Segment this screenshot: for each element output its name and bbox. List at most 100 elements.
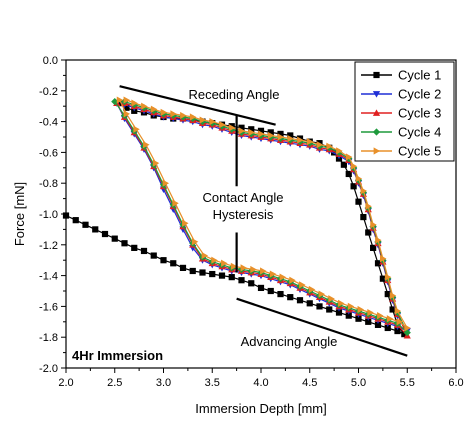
data-point (228, 124, 236, 132)
y-tick-label: 0.0 (43, 55, 58, 67)
data-point (162, 179, 170, 187)
data-point (316, 141, 324, 149)
data-point (299, 281, 306, 289)
data-point (150, 252, 157, 259)
data-point (141, 102, 148, 110)
data-point (345, 312, 352, 319)
annotation-hysteresis-line1: Contact Angle (203, 190, 284, 205)
data-point (370, 244, 377, 251)
data-point (365, 202, 372, 210)
data-point (191, 238, 199, 246)
data-point (221, 259, 228, 267)
data-point (238, 127, 246, 135)
data-point (350, 162, 358, 170)
data-point (160, 108, 168, 116)
x-tick-label: 2.0 (58, 377, 73, 389)
data-point (384, 290, 391, 298)
data-point (347, 302, 355, 310)
data-point (267, 129, 274, 136)
y-tick-label: -1.2 (39, 240, 58, 252)
data-point (396, 318, 404, 326)
data-point (180, 111, 187, 120)
data-point (336, 147, 343, 155)
x-axis-title: Immersion Depth [mm] (195, 401, 326, 416)
data-point (209, 270, 216, 278)
data-point (345, 153, 353, 161)
data-point (230, 262, 238, 270)
data-point (297, 136, 304, 144)
data-point (209, 118, 216, 126)
x-tick-label: 5.0 (351, 377, 366, 389)
data-point (131, 99, 138, 107)
data-point (211, 256, 218, 264)
legend-label: Cycle 2 (398, 87, 441, 102)
data-point (287, 132, 294, 139)
data-point (360, 187, 367, 195)
data-point (401, 331, 408, 338)
data-point (267, 131, 275, 140)
y-tick-label: -0.8 (39, 178, 58, 190)
x-tick-label: 5.5 (400, 377, 415, 389)
data-point (258, 130, 265, 138)
data-point (355, 198, 362, 205)
data-point (228, 274, 235, 281)
data-point (377, 312, 384, 320)
data-point (316, 303, 323, 310)
data-point (355, 174, 363, 183)
data-point (335, 309, 343, 316)
data-point (199, 116, 207, 124)
data-point (386, 315, 394, 323)
data-point (82, 221, 89, 228)
y-tick-label: -2.0 (39, 363, 58, 375)
data-point (218, 272, 226, 279)
data-point (296, 297, 304, 304)
data-point (201, 251, 209, 260)
data-point (384, 324, 391, 332)
y-tick-label: -0.4 (39, 117, 58, 129)
legend-label: Cycle 4 (398, 125, 441, 140)
y-tick-label: -0.2 (39, 86, 58, 98)
legend-entry-cycle-5: Cycle 5 (361, 144, 441, 159)
data-point (111, 235, 118, 242)
data-point (328, 295, 335, 303)
data-point (318, 290, 326, 298)
data-point (365, 318, 372, 325)
y-tick-label: -1.8 (39, 332, 58, 344)
legend-entry-cycle-1: Cycle 1 (361, 68, 441, 83)
data-point (326, 306, 333, 313)
data-point (404, 324, 411, 332)
data-point (116, 100, 123, 107)
data-point (308, 285, 316, 294)
data-point (101, 230, 109, 238)
data-point (111, 97, 119, 106)
data-point (92, 226, 99, 233)
x-tick-label: 4.0 (253, 377, 268, 389)
x-tick-label: 6.0 (448, 377, 463, 389)
data-point (389, 306, 396, 313)
annotation-receding-angle: Receding Angle (188, 87, 279, 102)
data-point (152, 159, 160, 167)
data-point (279, 273, 287, 281)
data-point (123, 110, 131, 118)
legend-entry-cycle-2: Cycle 2 (361, 87, 441, 102)
data-point (172, 199, 179, 207)
data-point (140, 247, 148, 255)
data-point (179, 264, 187, 271)
y-axis-title: Force [mN] (12, 182, 27, 246)
legend: Cycle 1 Cycle 2 Cycle 3 Cycle 4 Cycle 5 (354, 61, 455, 162)
legend-entry-cycle-3: Cycle 3 (361, 106, 441, 121)
data-point (189, 267, 196, 275)
legend-label: Cycle 3 (398, 106, 441, 121)
data-point (238, 124, 245, 131)
data-point (170, 260, 177, 267)
data-point (331, 149, 338, 156)
data-point (357, 305, 365, 314)
data-point (389, 292, 397, 300)
data-point (189, 113, 197, 121)
data-point (160, 257, 167, 264)
data-point (375, 236, 382, 244)
data-point (238, 277, 245, 284)
data-point (170, 110, 177, 118)
receding-guide-line (119, 85, 276, 126)
data-point (277, 290, 284, 298)
